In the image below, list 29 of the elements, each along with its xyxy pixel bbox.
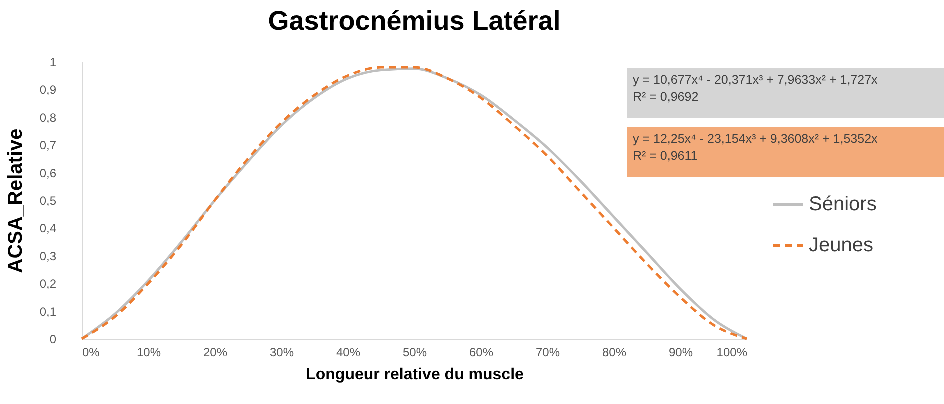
x-axis-title: Longueur relative du muscle xyxy=(306,366,524,384)
y-tick-label: 0,2 xyxy=(40,277,57,292)
y-tick-label: 0,8 xyxy=(40,110,57,125)
x-tick-label: 20% xyxy=(203,346,228,360)
x-tick-label: 100% xyxy=(716,346,748,360)
legend-label: Séniors xyxy=(809,194,877,216)
annotation: y = 12,25x⁴ - 23,154x³ + 9,3608x² + 1,5352x R² = 0,9611 xyxy=(632,131,879,165)
x-tick-label: 40% xyxy=(336,346,361,360)
x-tick-label: 10% xyxy=(136,346,162,360)
y-tick-label: 0,6 xyxy=(40,166,57,180)
x-tick-label: 60% xyxy=(469,346,494,360)
x-tick-label: 30% xyxy=(270,346,294,360)
y-tick-label: 0,9 xyxy=(40,83,57,98)
y-tick-label: 0,7 xyxy=(40,138,57,153)
y-tick-label: 1 xyxy=(50,56,57,70)
y-tick-label: 0,5 xyxy=(40,194,57,208)
legend-label: Jeunes xyxy=(809,234,874,256)
x-tick-label: 90% xyxy=(668,346,694,360)
y-tick-label: 0,4 xyxy=(40,222,57,236)
x-tick-label: 80% xyxy=(602,346,627,360)
y-tick-label: 0,3 xyxy=(40,249,57,264)
y-tick-label: 0,1 xyxy=(40,304,57,319)
x-tick-label: 0% xyxy=(82,346,100,360)
chart-title: Gastrocnémius Latéral xyxy=(268,6,561,36)
y-axis-title: ACSA_Relative xyxy=(4,128,27,274)
y-tick-label: 0 xyxy=(50,332,57,346)
x-tick-label: 50% xyxy=(402,346,428,360)
annotation: y = 10,677x⁴ - 20,371x³ + 7,9633x² + 1,727x R² = 0,9692 xyxy=(632,72,879,106)
x-tick-label: 70% xyxy=(536,346,560,360)
